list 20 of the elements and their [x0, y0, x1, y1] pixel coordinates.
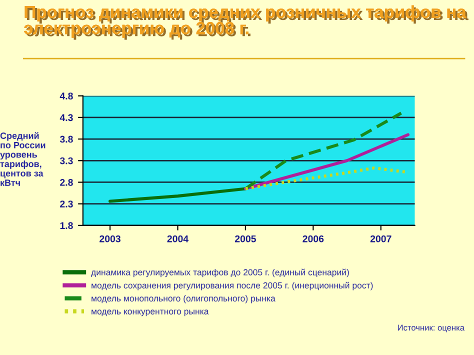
- x-tick-label: 2007: [370, 235, 392, 242]
- y-tick-label: 4.8: [60, 92, 73, 100]
- x-tick-label: 2005: [234, 235, 256, 242]
- legend-label: модель сохранения регулирования после 2005 г. (инерционный рост): [92, 282, 373, 290]
- x-tick-label: 2004: [167, 235, 189, 242]
- chart-title: Прогноз динамики средних розничных тарифов на электроэнергию до 2008 г.: [24, 5, 468, 40]
- legend-label: модель конкурентного рынка: [92, 310, 209, 316]
- y-tick-label: 3.3: [60, 157, 73, 164]
- y-tick-label: 2.3: [60, 200, 73, 208]
- y-axis-title: Средний по России уровень тарифов, центов за кВтч: [0, 132, 46, 186]
- y-tick-label: 1.8: [60, 222, 73, 230]
- legend-label: динамика регулируемых тарифов до 2005 г. (единый сценарий): [91, 268, 349, 278]
- y-tick-label: 4.3: [60, 114, 73, 122]
- x-tick-label: 2003: [100, 235, 120, 242]
- y-tick-label: 3.8: [60, 136, 73, 143]
- legend-label: модель монопольного (олигопольного) рынка: [92, 295, 276, 304]
- text: Источник: оценка: [398, 324, 465, 332]
- line-series: [244, 112, 403, 190]
- y-tick-label: 2.8: [60, 178, 73, 186]
- x-tick-label: 2006: [302, 235, 324, 242]
